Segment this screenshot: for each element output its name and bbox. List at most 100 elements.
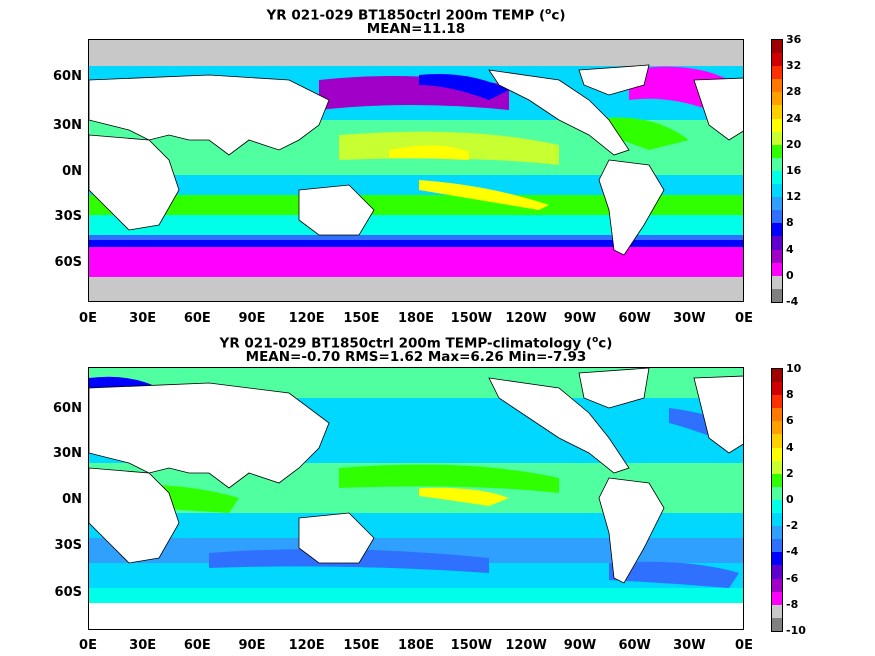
colorbar-segment — [772, 197, 782, 211]
lon-label: 150W — [450, 311, 493, 326]
colorbar-tick-label: -4 — [786, 295, 799, 308]
lat-label: 30N — [53, 118, 82, 133]
colorbar-segment — [772, 66, 782, 80]
colorbar-tick-label: 6 — [786, 414, 794, 428]
colorbar-segment — [772, 460, 782, 474]
colorbar-tick-label: 10 — [786, 362, 802, 375]
colorbar-segment — [772, 434, 782, 448]
lon-label: 60E — [183, 638, 211, 653]
colorbar-segment — [772, 223, 782, 237]
colorbar-tick-label: 2 — [786, 466, 794, 480]
lon-label: 0E — [735, 638, 753, 653]
colorbar-tick-label: 4 — [786, 440, 794, 454]
lon-label: 30W — [673, 638, 706, 653]
colorbar-segment — [772, 421, 782, 435]
colorbar-segment — [772, 617, 782, 631]
colorbar-segment — [772, 539, 782, 553]
lon-label: 150W — [450, 638, 493, 653]
colorbar-tick-label: 20 — [786, 137, 802, 151]
panel2-colorbar — [771, 368, 783, 632]
lat-label: 30S — [54, 209, 82, 224]
colorbar-segment — [772, 79, 782, 93]
colorbar-tick-label: 32 — [786, 59, 802, 73]
colorbar-segment — [772, 369, 782, 383]
panel2-stats: MEAN=-0.70 RMS=1.62 Max=6.26 Min=-7.93 — [245, 349, 587, 365]
colorbar-segment — [772, 473, 782, 487]
colorbar-segment — [772, 513, 782, 527]
colorbar-segment — [772, 236, 782, 250]
lon-label: 90W — [563, 638, 597, 653]
lon-label: 90E — [238, 311, 266, 326]
lon-label: 60W — [618, 311, 651, 326]
lat-label: 60S — [54, 585, 82, 600]
panel1-title: YR 021-029 BT1850ctrl 200m TEMP (oc) — [266, 7, 566, 24]
colorbar-tick-label: 28 — [786, 85, 802, 99]
lat-label: 30S — [54, 538, 82, 553]
lat-label: 0N — [62, 164, 82, 179]
colorbar-segment — [772, 447, 782, 461]
colorbar-tick-label: -4 — [786, 545, 799, 559]
lon-label: 0E — [79, 638, 97, 653]
colorbar-tick-label: 0 — [786, 493, 794, 506]
colorbar-tick-label: 0 — [786, 268, 794, 282]
colorbar-segment — [772, 144, 782, 158]
colorbar-segment — [772, 395, 782, 409]
lon-label: 30E — [129, 311, 157, 326]
colorbar-segment — [772, 92, 782, 106]
colorbar-segment — [772, 591, 782, 605]
colorbar-segment — [772, 499, 782, 514]
colorbar-segment — [772, 288, 782, 302]
lon-label: 0E — [79, 311, 97, 326]
lon-label: 30E — [129, 638, 157, 653]
lat-label: 0N — [62, 492, 82, 507]
colorbar-tick-label: 8 — [786, 216, 794, 230]
colorbar-tick-label: -2 — [786, 519, 799, 533]
lon-label: 180E — [397, 311, 435, 326]
lon-label: 30W — [673, 311, 706, 326]
lat-label: 60S — [54, 255, 82, 270]
colorbar-segment — [772, 604, 782, 618]
colorbar-segment — [772, 486, 782, 500]
colorbar-segment — [772, 53, 782, 67]
colorbar-segment — [772, 552, 782, 566]
colorbar-tick-label: -10 — [786, 624, 806, 637]
panel1-stats: MEAN=11.18 — [366, 21, 466, 37]
lon-label: 60W — [618, 638, 651, 653]
colorbar-segment — [772, 408, 782, 422]
colorbar-segment — [772, 210, 782, 224]
colorbar-segment — [772, 131, 782, 145]
colorbar-segment — [772, 526, 782, 540]
colorbar-segment — [772, 249, 782, 263]
colorbar-tick-label: 16 — [786, 164, 802, 177]
colorbar-segment — [772, 275, 782, 289]
colorbar-segment — [772, 118, 782, 132]
lon-label: 120E — [288, 638, 325, 653]
panel1-colorbar — [771, 39, 783, 303]
colorbar-tick-label: 24 — [786, 111, 802, 125]
lon-label: 0E — [735, 311, 753, 326]
colorbar-tick-label: 8 — [786, 388, 794, 402]
colorbar-segment — [772, 382, 782, 396]
colorbar-segment — [772, 578, 782, 592]
lon-label: 150E — [343, 311, 380, 326]
lat-label: 60N — [53, 401, 82, 416]
lon-label: 90E — [238, 638, 266, 653]
colorbar-segment — [772, 262, 782, 276]
colorbar-segment — [772, 157, 782, 171]
lon-label: 60E — [183, 311, 211, 326]
lon-label: 120W — [505, 638, 547, 653]
colorbar-tick-label: 12 — [786, 190, 802, 204]
lat-label: 60N — [53, 69, 82, 84]
colorbar-tick-label: -8 — [786, 597, 799, 611]
colorbar-segment — [772, 565, 782, 579]
panel2-title: YR 021-029 BT1850ctrl 200m TEMP-climatol… — [219, 335, 613, 352]
colorbar-segment — [772, 170, 782, 185]
colorbar-tick-label: 4 — [786, 242, 794, 256]
lon-label: 120W — [505, 311, 547, 326]
lon-label: 120E — [288, 311, 325, 326]
colorbar-segment — [772, 184, 782, 198]
lon-label: 90W — [563, 311, 597, 326]
lat-label: 30N — [53, 446, 82, 461]
colorbar-segment — [772, 40, 782, 54]
lon-label: 150E — [343, 638, 380, 653]
